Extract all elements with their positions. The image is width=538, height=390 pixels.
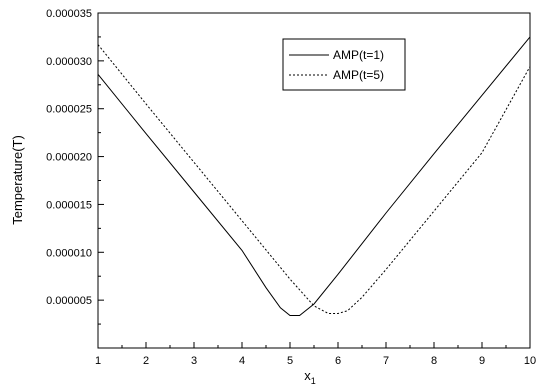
y-tick-label: 0.000030 — [46, 56, 92, 68]
legend-box — [282, 38, 406, 91]
x-tick-label: 1 — [95, 355, 101, 367]
x-tick-label: 4 — [239, 355, 245, 367]
y-tick-label: 0.000025 — [46, 104, 92, 116]
y-tick-label: 0.000010 — [46, 247, 92, 259]
x-tick-label: 10 — [524, 355, 536, 367]
series-line-1 — [97, 36, 531, 316]
y-tick-label: 0.000035 — [46, 8, 92, 20]
y-tick-label: 0.000020 — [46, 152, 92, 164]
x-tick-label: 7 — [383, 355, 389, 367]
x-tick-label: 6 — [335, 355, 341, 367]
x-tick-label: 5 — [287, 355, 293, 367]
legend: AMP(t=1) AMP(t=5) — [282, 38, 406, 91]
x-axis-title-main: x — [304, 368, 311, 383]
x-axis-title: x1 — [304, 368, 316, 385]
y-axis-title: Temperature(T) — [10, 135, 25, 225]
x-axis-ticks: 1 2 3 4 5 6 7 8 9 10 — [95, 342, 536, 367]
y-axis-ticks: 0.000005 0.000010 0.000015 0.000020 0.000025… — [46, 8, 104, 325]
x-tick-label: 9 — [479, 355, 485, 367]
legend-label-series-2: AMP(t=5) — [333, 68, 384, 82]
y-tick-label: 0.000015 — [46, 199, 92, 211]
x-tick-label: 8 — [431, 355, 437, 367]
x-axis-title-subscript: 1 — [311, 376, 316, 385]
y-tick-label: 0.000005 — [46, 295, 92, 307]
series-layer — [97, 36, 531, 316]
legend-label-series-1: AMP(t=1) — [333, 48, 384, 62]
x-tick-label: 3 — [191, 355, 197, 367]
x-tick-label: 2 — [143, 355, 149, 367]
series-line-2 — [97, 44, 531, 314]
